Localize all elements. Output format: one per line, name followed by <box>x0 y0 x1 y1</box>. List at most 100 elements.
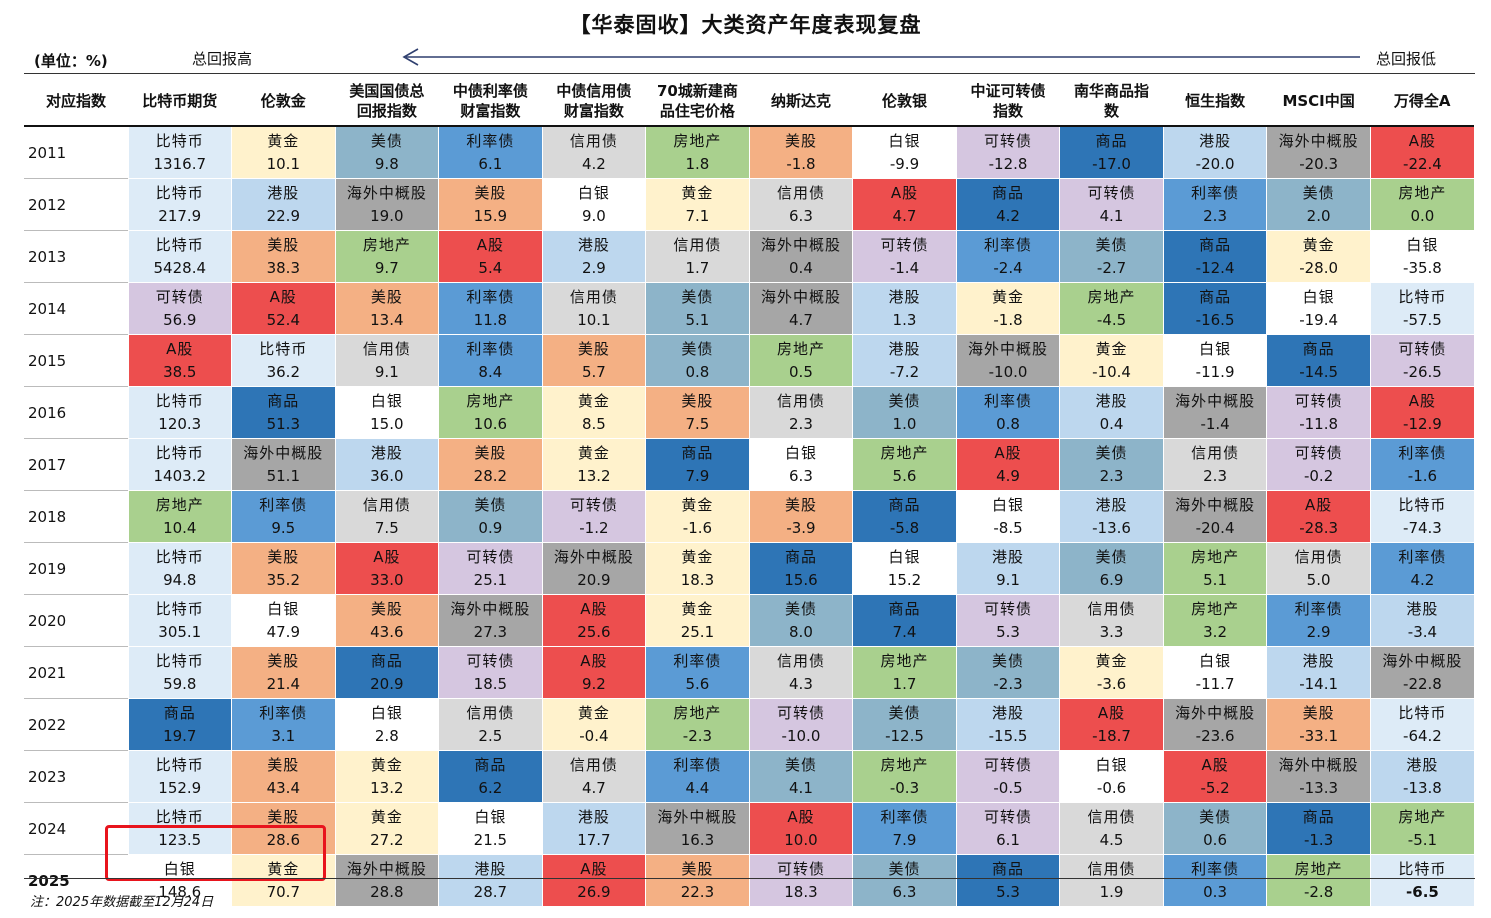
asset-name: 可转债 <box>466 651 515 670</box>
asset-cell: 美债 0.9 <box>438 490 543 543</box>
asset-return: 5.7 <box>581 362 606 381</box>
asset-name: 白银 <box>888 547 921 566</box>
asset-cell: 白银 -0.6 <box>1059 750 1164 803</box>
asset-cell: 黄金 10.1 <box>231 125 336 179</box>
asset-name: 信用债 <box>569 755 618 774</box>
asset-cell: 美债 5.1 <box>645 282 750 335</box>
asset-cell: 海外中概股 -20.3 <box>1266 125 1371 179</box>
asset-name: 比特币 <box>1398 859 1447 878</box>
asset-cell: 比特币 217.9 <box>127 178 232 231</box>
asset-return: 8.4 <box>478 362 503 381</box>
asset-name: 美债 <box>370 131 403 150</box>
asset-cell: 美债 4.1 <box>748 750 853 803</box>
asset-return: 10.6 <box>473 414 508 433</box>
asset-return: 4.2 <box>996 206 1020 225</box>
asset-return: 0.8 <box>996 414 1020 433</box>
year-cell: 2019 <box>24 542 128 595</box>
asset-return: 35.2 <box>266 570 300 589</box>
asset-return: -11.9 <box>1195 362 1235 381</box>
asset-return: 18.3 <box>680 570 715 589</box>
asset-name: 信用债 <box>1294 547 1343 566</box>
asset-name: 白银 <box>267 599 300 618</box>
asset-return: 51.3 <box>266 414 300 433</box>
asset-return: 2.3 <box>789 414 813 433</box>
asset-return: 28.7 <box>473 882 508 901</box>
asset-cell: 比特币 59.8 <box>127 646 232 699</box>
asset-name: 美债 <box>784 599 817 618</box>
asset-name: 信用债 <box>1087 599 1136 618</box>
asset-return: 7.4 <box>892 622 917 641</box>
year-cell: 2018 <box>24 490 128 543</box>
asset-return: -13.3 <box>1299 778 1339 797</box>
asset-return: 22.3 <box>680 882 715 901</box>
asset-name: A股 <box>787 807 815 826</box>
asset-cell: 比特币 -74.3 <box>1369 490 1474 543</box>
asset-name: 海外中概股 <box>243 443 324 462</box>
asset-return: 5.1 <box>1203 570 1227 589</box>
asset-return: 6.9 <box>1099 570 1124 589</box>
asset-name: 美股 <box>577 339 610 358</box>
column-header: 中证可转债 指数 <box>956 76 1060 127</box>
asset-cell: 利率债 4.4 <box>645 750 750 803</box>
asset-cell: 黄金 13.2 <box>334 750 439 803</box>
asset-return: 1403.2 <box>153 466 207 485</box>
asset-name: 美股 <box>267 651 300 670</box>
asset-name: 港股 <box>1199 131 1232 150</box>
asset-name: 可转债 <box>1294 443 1343 462</box>
asset-name: 海外中概股 <box>1175 391 1256 410</box>
asset-name: 利率债 <box>1191 859 1240 878</box>
asset-return: 22.9 <box>266 206 300 225</box>
asset-cell: 白银 15.2 <box>852 542 957 595</box>
column-header: 伦敦银 <box>852 76 957 127</box>
asset-return: 11.8 <box>473 310 508 329</box>
asset-return: 9.5 <box>271 518 296 537</box>
asset-return: 19.0 <box>370 206 404 225</box>
asset-return: 5.3 <box>996 622 1020 641</box>
asset-cell: 黄金 -1.6 <box>645 490 750 543</box>
table-row: 2023 比特币 152.9 美股 43.4 黄金 13.2 商品 6.2 信用债 4.7 利率债 4.… <box>24 750 1474 803</box>
asset-name: 房地产 <box>880 651 929 670</box>
asset-name: 黄金 <box>681 495 714 514</box>
asset-cell: 美债 0.8 <box>645 334 750 387</box>
asset-name: 港股 <box>992 547 1025 566</box>
asset-cell: 海外中概股 0.4 <box>748 230 853 283</box>
asset-return: 4.7 <box>892 206 917 225</box>
asset-cell: 美债 6.3 <box>852 854 957 906</box>
asset-cell: 美股 7.5 <box>645 386 750 439</box>
asset-return: 13.2 <box>370 778 404 797</box>
asset-return: -2.4 <box>993 258 1023 277</box>
asset-name: 商品 <box>888 599 921 618</box>
asset-return: 43.4 <box>266 778 300 797</box>
asset-cell: 可转债 -0.5 <box>955 750 1060 803</box>
asset-name: 可转债 <box>1087 183 1136 202</box>
asset-name: 房地产 <box>1398 183 1447 202</box>
asset-return: -2.8 <box>1303 882 1334 901</box>
asset-name: 黄金 <box>577 703 610 722</box>
asset-return: -4.5 <box>1096 310 1127 329</box>
asset-name: 黄金 <box>681 547 714 566</box>
asset-name: 商品 <box>163 703 196 722</box>
asset-return: -1.4 <box>1200 414 1230 433</box>
asset-cell: 商品 7.4 <box>852 594 957 647</box>
asset-cell: 信用债 4.5 <box>1059 802 1164 855</box>
asset-cell: 比特币 94.8 <box>127 542 232 595</box>
asset-name: 美债 <box>888 703 921 722</box>
asset-name: 白银 <box>577 183 610 202</box>
asset-return: -13.6 <box>1092 518 1131 537</box>
column-header: 恒生指数 <box>1163 76 1267 127</box>
asset-return: 2.3 <box>1203 206 1227 225</box>
asset-cell: 可转债 25.1 <box>438 542 543 595</box>
table-row: 2021 比特币 59.8 美股 21.4 商品 20.9 可转债 18.5 A股 9.2 利率债 5.… <box>24 646 1474 699</box>
asset-cell: A股 33.0 <box>334 542 439 595</box>
asset-cell: 利率债 -1.6 <box>1369 438 1474 491</box>
asset-cell: 海外中概股 4.7 <box>748 282 853 335</box>
asset-name: 白银 <box>1406 235 1439 254</box>
asset-name: A股 <box>1408 131 1437 150</box>
asset-name: 美股 <box>784 495 817 514</box>
asset-return: 6.2 <box>478 778 503 797</box>
asset-cell: 黄金 -1.8 <box>955 282 1060 335</box>
table-row: 2018 房地产 10.4 利率债 9.5 信用债 7.5 美债 0.9 可转债 -1.2 黄金 -1.… <box>24 490 1474 543</box>
asset-name: 房地产 <box>1087 287 1136 306</box>
year-cell: 2024 <box>24 802 128 855</box>
asset-return: -1.3 <box>1303 830 1334 849</box>
